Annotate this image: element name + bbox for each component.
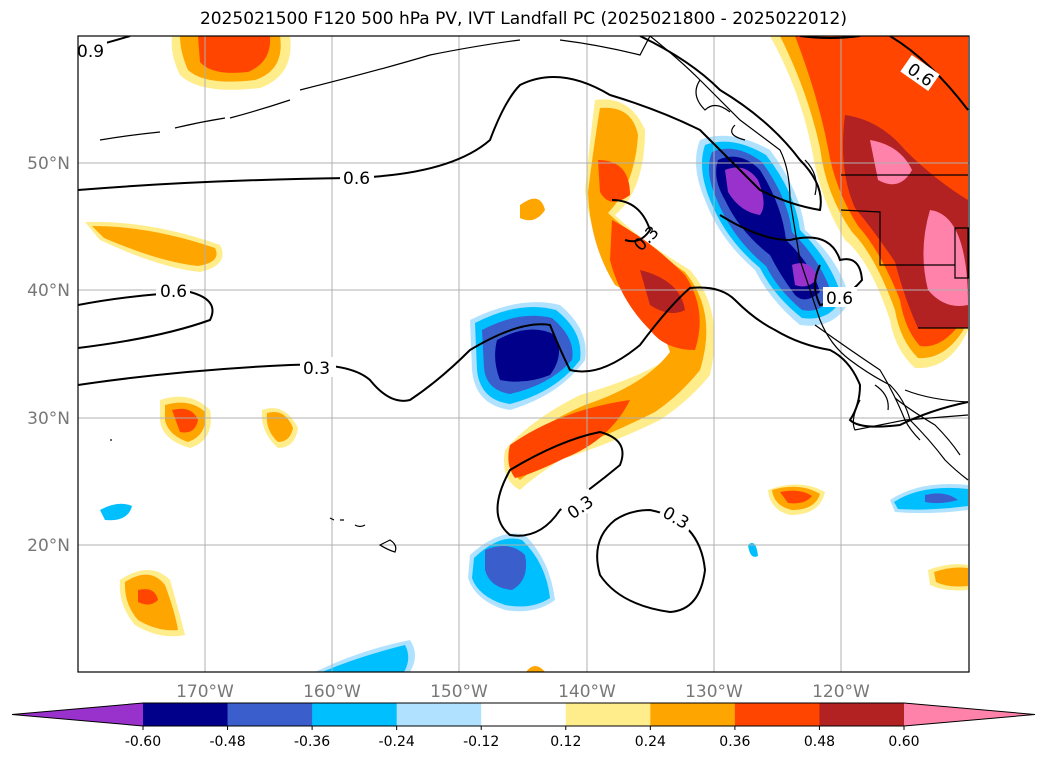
contour-label: 0.6 bbox=[826, 289, 853, 309]
lon-label-130w: 130°W bbox=[685, 682, 743, 702]
lat-label-50n: 50°N bbox=[27, 154, 70, 174]
colorbar-tick-label: 0.12 bbox=[550, 734, 581, 750]
colorbar-bin bbox=[565, 703, 651, 726]
colorbar-bin bbox=[143, 703, 229, 726]
gridlines bbox=[78, 36, 969, 672]
lon-label-120w: 120°W bbox=[812, 682, 870, 702]
map-plot-area: 0.9 0.6 0.6 0.6 0.6 0.3 0.3 0.3 0.3 bbox=[75, 35, 970, 673]
contour-label: 0.3 bbox=[303, 359, 330, 379]
colorbar-tick-label: -0.24 bbox=[379, 734, 415, 750]
colorbar-extend-high bbox=[904, 703, 1035, 726]
colorbar-tick-label: -0.48 bbox=[209, 734, 245, 750]
colorbar-bin bbox=[650, 703, 736, 726]
colorbar-bin bbox=[227, 703, 313, 726]
contour-label: 0.6 bbox=[343, 169, 370, 189]
map-frame bbox=[77, 35, 970, 673]
colorbar-bin bbox=[396, 703, 482, 726]
lon-label-150w: 150°W bbox=[430, 682, 488, 702]
colorbar-bin bbox=[312, 703, 398, 726]
lon-label-170w: 170°W bbox=[176, 682, 234, 702]
colorbar-tick-label: -0.12 bbox=[463, 734, 499, 750]
contour-label: 0.6 bbox=[160, 282, 187, 302]
positive-small-blobs bbox=[85, 36, 968, 672]
colorbar: -0.60 -0.48 -0.36 -0.24 -0.12 0.12 0.24 0.36 0.4… bbox=[11, 702, 1036, 750]
colorbar-bin bbox=[481, 703, 567, 726]
contour-label: 0.9 bbox=[77, 42, 104, 62]
lon-label-160w: 160°W bbox=[303, 682, 361, 702]
colorbar-tick-label: -0.36 bbox=[294, 734, 330, 750]
colorbar-extend-low bbox=[12, 703, 143, 726]
lat-labels: 50°N 40°N 30°N 20°N bbox=[27, 154, 70, 556]
positive-region-diagonal-band bbox=[504, 99, 715, 490]
negative-regions bbox=[100, 135, 968, 672]
positive-region-northeast bbox=[770, 36, 968, 369]
map-title: 2025021500 F120 500 hPa PV, IVT Landfall… bbox=[199, 9, 847, 29]
lon-labels: 170°W 160°W 150°W 140°W 130°W 120°W bbox=[176, 682, 870, 702]
colorbar-tick-label: 0.48 bbox=[804, 734, 835, 750]
colorbar-tick-label: -0.60 bbox=[125, 734, 161, 750]
lat-label-20n: 20°N bbox=[27, 536, 70, 556]
lon-label-140w: 140°W bbox=[558, 682, 616, 702]
colorbar-bin bbox=[734, 703, 820, 726]
lat-label-30n: 30°N bbox=[27, 409, 70, 429]
colorbar-tick-label: 0.24 bbox=[635, 734, 666, 750]
lat-label-40n: 40°N bbox=[27, 281, 70, 301]
colorbar-tick-label: 0.60 bbox=[888, 734, 919, 750]
colorbar-bin bbox=[819, 703, 905, 726]
shaded-fields bbox=[85, 36, 968, 672]
coastlines bbox=[99, 36, 969, 553]
colorbar-tick-label: 0.36 bbox=[719, 734, 750, 750]
